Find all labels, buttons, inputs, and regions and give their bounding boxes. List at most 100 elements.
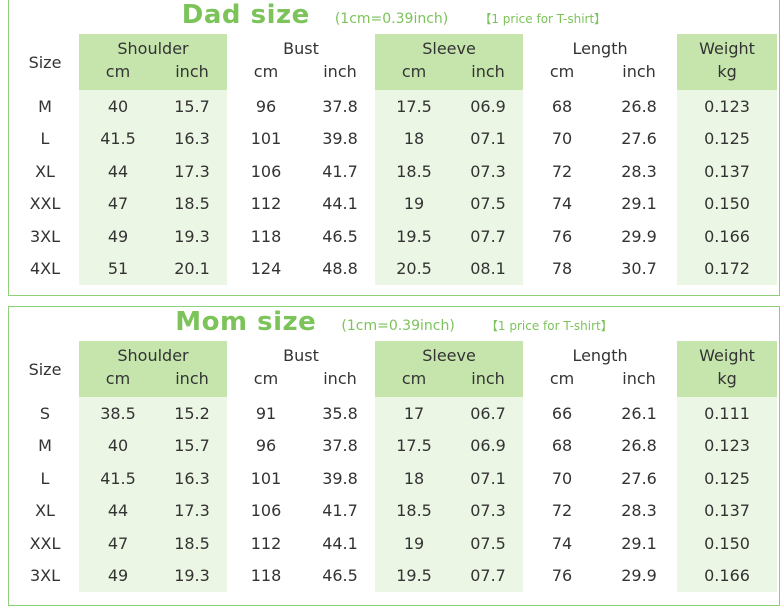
cell-size: 3XL <box>11 559 79 592</box>
cell-sleeve-inch: 06.9 <box>453 429 524 462</box>
size-header: Size <box>11 34 79 90</box>
cell-shoulder-cm: 41.5 <box>79 122 157 155</box>
cell-sleeve-cm: 18 <box>375 462 454 495</box>
cell-length-inch: 29.1 <box>601 527 678 560</box>
dad-unit-note: (1cm=0.39inch) <box>334 11 449 27</box>
cell-sleeve-cm: 19 <box>375 527 454 560</box>
cell-sleeve-inch: 06.9 <box>453 90 524 123</box>
table-row: M 40 15.7 96 37.8 17.5 06.9 68 26.8 0.123 <box>11 429 778 462</box>
cell-length-cm: 68 <box>523 429 602 462</box>
cell-bust-cm: 112 <box>227 527 305 560</box>
cell-length-cm: 66 <box>523 397 602 430</box>
cell-shoulder-inch: 18.5 <box>157 527 227 560</box>
sleeve-header: Sleeve <box>375 34 524 62</box>
dad-price-note: 【1 price for T-shirt】 <box>479 12 607 26</box>
cell-shoulder-inch: 19.3 <box>157 220 227 253</box>
cell-bust-cm: 101 <box>227 462 305 495</box>
length-header: Length <box>523 34 678 62</box>
dad-title: Dad size <box>181 0 310 30</box>
length-header: Length <box>523 341 678 369</box>
cell-sleeve-inch: 08.1 <box>453 252 524 285</box>
cell-length-inch: 26.8 <box>601 90 678 123</box>
weight-header: Weight <box>677 34 778 62</box>
cell-size: L <box>11 122 79 155</box>
cell-length-inch: 30.7 <box>601 252 678 285</box>
cell-length-inch: 26.8 <box>601 429 678 462</box>
cell-bust-cm: 118 <box>227 559 305 592</box>
cell-bust-cm: 96 <box>227 429 305 462</box>
table-row: M 40 15.7 96 37.8 17.5 06.9 68 26.8 0.123 <box>11 90 778 123</box>
mom-size-table: Size Shoulder Bust Sleeve Length Weight … <box>11 341 778 592</box>
cell-shoulder-cm: 40 <box>79 90 157 123</box>
cell-bust-cm: 106 <box>227 494 305 527</box>
cell-sleeve-cm: 17 <box>375 397 454 430</box>
cell-bust-inch: 48.8 <box>305 252 376 285</box>
table-row: XL 44 17.3 106 41.7 18.5 07.3 72 28.3 0.137 <box>11 155 778 188</box>
cell-sleeve-cm: 19.5 <box>375 559 454 592</box>
cell-weight-kg: 0.172 <box>677 252 778 285</box>
unit-header-inch: inch <box>601 62 678 90</box>
cell-length-cm: 72 <box>523 494 602 527</box>
cell-weight-kg: 0.123 <box>677 90 778 123</box>
cell-shoulder-cm: 44 <box>79 494 157 527</box>
cell-size: M <box>11 90 79 123</box>
cell-bust-inch: 41.7 <box>305 155 376 188</box>
cell-shoulder-inch: 15.7 <box>157 90 227 123</box>
cell-weight-kg: 0.150 <box>677 187 778 220</box>
cell-sleeve-inch: 07.1 <box>453 122 524 155</box>
cell-shoulder-cm: 49 <box>79 559 157 592</box>
cell-bust-cm: 124 <box>227 252 305 285</box>
cell-shoulder-cm: 41.5 <box>79 462 157 495</box>
unit-header-inch: inch <box>601 369 678 397</box>
cell-length-cm: 76 <box>523 559 602 592</box>
mom-unit-note: (1cm=0.39inch) <box>341 318 455 334</box>
cell-sleeve-inch: 07.7 <box>453 220 524 253</box>
cell-shoulder-inch: 16.3 <box>157 462 227 495</box>
cell-shoulder-inch: 19.3 <box>157 559 227 592</box>
cell-sleeve-inch: 07.3 <box>453 494 524 527</box>
cell-weight-kg: 0.166 <box>677 220 778 253</box>
cell-sleeve-cm: 18.5 <box>375 494 454 527</box>
cell-bust-cm: 91 <box>227 397 305 430</box>
unit-header-inch: inch <box>157 369 227 397</box>
cell-sleeve-cm: 17.5 <box>375 90 454 123</box>
cell-length-inch: 29.9 <box>601 559 678 592</box>
cell-shoulder-inch: 17.3 <box>157 494 227 527</box>
cell-bust-cm: 112 <box>227 187 305 220</box>
cell-sleeve-inch: 07.1 <box>453 462 524 495</box>
cell-bust-inch: 35.8 <box>305 397 376 430</box>
cell-bust-inch: 37.8 <box>305 429 376 462</box>
unit-header-cm: cm <box>79 62 157 90</box>
size-header: Size <box>11 341 79 397</box>
cell-sleeve-cm: 19 <box>375 187 454 220</box>
cell-weight-kg: 0.123 <box>677 429 778 462</box>
weight-header: Weight <box>677 341 778 369</box>
unit-header-kg: kg <box>677 369 778 397</box>
unit-header-cm: cm <box>375 62 454 90</box>
cell-sleeve-cm: 18.5 <box>375 155 454 188</box>
cell-bust-inch: 44.1 <box>305 187 376 220</box>
cell-size: L <box>11 462 79 495</box>
unit-header-inch: inch <box>305 369 376 397</box>
cell-size: XXL <box>11 527 79 560</box>
cell-length-cm: 68 <box>523 90 602 123</box>
unit-header-inch: inch <box>453 62 524 90</box>
cell-shoulder-inch: 15.2 <box>157 397 227 430</box>
mom-heading: Mom size (1cm=0.39inch) 【1 price for T-s… <box>9 307 779 341</box>
cell-sleeve-inch: 07.3 <box>453 155 524 188</box>
cell-size: M <box>11 429 79 462</box>
table-row: XL 44 17.3 106 41.7 18.5 07.3 72 28.3 0.137 <box>11 494 778 527</box>
cell-bust-inch: 46.5 <box>305 559 376 592</box>
cell-length-inch: 29.9 <box>601 220 678 253</box>
cell-sleeve-cm: 17.5 <box>375 429 454 462</box>
cell-shoulder-cm: 47 <box>79 187 157 220</box>
cell-size: XXL <box>11 187 79 220</box>
cell-sleeve-inch: 07.7 <box>453 559 524 592</box>
cell-bust-cm: 106 <box>227 155 305 188</box>
cell-length-cm: 74 <box>523 187 602 220</box>
cell-bust-inch: 39.8 <box>305 122 376 155</box>
cell-shoulder-inch: 17.3 <box>157 155 227 188</box>
cell-weight-kg: 0.166 <box>677 559 778 592</box>
cell-shoulder-cm: 49 <box>79 220 157 253</box>
shoulder-header: Shoulder <box>79 34 227 62</box>
